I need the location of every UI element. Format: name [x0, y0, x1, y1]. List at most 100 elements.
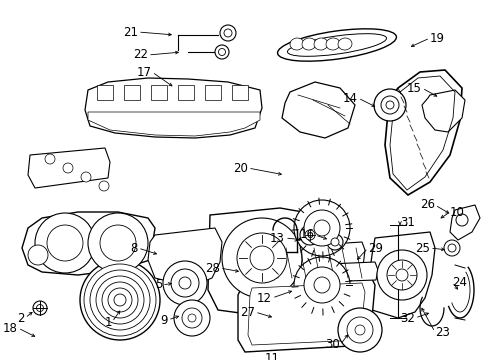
Ellipse shape	[302, 38, 315, 50]
Circle shape	[215, 45, 228, 59]
Circle shape	[182, 308, 202, 328]
Polygon shape	[22, 212, 155, 275]
Circle shape	[174, 300, 209, 336]
Circle shape	[304, 267, 339, 303]
Polygon shape	[207, 208, 327, 315]
Text: 14: 14	[342, 91, 357, 104]
Circle shape	[313, 220, 329, 236]
Circle shape	[33, 301, 47, 315]
Circle shape	[313, 277, 329, 293]
Polygon shape	[367, 232, 434, 318]
Ellipse shape	[337, 38, 351, 50]
Circle shape	[447, 244, 455, 252]
Ellipse shape	[325, 38, 339, 50]
Circle shape	[224, 29, 231, 37]
Circle shape	[330, 238, 338, 246]
Circle shape	[187, 314, 196, 322]
Ellipse shape	[287, 34, 386, 56]
Text: 19: 19	[429, 31, 444, 45]
Circle shape	[293, 257, 349, 313]
Ellipse shape	[313, 38, 327, 50]
Circle shape	[90, 270, 150, 330]
Circle shape	[100, 225, 136, 261]
Circle shape	[220, 25, 236, 41]
Circle shape	[293, 200, 349, 256]
Polygon shape	[282, 82, 354, 138]
Text: 13: 13	[269, 231, 285, 244]
Text: 23: 23	[434, 325, 449, 338]
Circle shape	[179, 277, 191, 289]
Polygon shape	[28, 148, 110, 188]
Polygon shape	[178, 85, 194, 100]
Polygon shape	[449, 205, 479, 240]
Polygon shape	[262, 242, 364, 280]
Circle shape	[45, 154, 55, 164]
Circle shape	[80, 260, 160, 340]
Text: 18: 18	[3, 321, 18, 334]
Circle shape	[222, 218, 302, 298]
Polygon shape	[85, 78, 262, 138]
Text: 32: 32	[399, 311, 414, 324]
Circle shape	[47, 225, 83, 261]
Text: 17: 17	[137, 66, 152, 78]
Polygon shape	[151, 85, 167, 100]
Circle shape	[84, 264, 156, 336]
Text: 27: 27	[240, 306, 254, 319]
Circle shape	[108, 288, 132, 312]
Circle shape	[171, 269, 199, 297]
Text: 25: 25	[414, 242, 429, 255]
Text: 12: 12	[257, 292, 271, 305]
Text: 16: 16	[299, 229, 314, 242]
Circle shape	[354, 325, 364, 335]
Text: 15: 15	[407, 81, 421, 94]
Circle shape	[99, 181, 109, 191]
Circle shape	[35, 213, 95, 273]
Polygon shape	[238, 275, 374, 352]
Text: 8: 8	[130, 242, 138, 255]
Circle shape	[299, 225, 319, 245]
Circle shape	[386, 260, 416, 290]
Circle shape	[218, 49, 225, 55]
Circle shape	[385, 101, 393, 109]
Circle shape	[81, 172, 91, 182]
Text: 2: 2	[18, 311, 25, 324]
Circle shape	[326, 234, 342, 250]
Circle shape	[28, 245, 48, 265]
Polygon shape	[88, 112, 260, 136]
Circle shape	[305, 230, 314, 240]
Circle shape	[380, 96, 398, 114]
Polygon shape	[384, 70, 461, 195]
Ellipse shape	[289, 38, 304, 50]
Polygon shape	[124, 85, 140, 100]
Text: 29: 29	[367, 242, 382, 255]
Circle shape	[237, 233, 286, 283]
Circle shape	[249, 246, 273, 270]
Ellipse shape	[277, 29, 396, 61]
Text: 30: 30	[325, 338, 339, 351]
Text: 11: 11	[264, 351, 280, 360]
Circle shape	[304, 210, 339, 246]
Text: 9: 9	[160, 314, 168, 327]
Text: 20: 20	[233, 162, 247, 175]
Text: 21: 21	[123, 26, 138, 39]
Text: 22: 22	[133, 49, 148, 62]
Text: 10: 10	[449, 206, 464, 219]
Circle shape	[114, 294, 126, 306]
Circle shape	[37, 305, 43, 311]
Circle shape	[455, 214, 467, 226]
Polygon shape	[204, 85, 221, 100]
Text: 5: 5	[154, 279, 162, 292]
Circle shape	[346, 317, 372, 343]
Circle shape	[373, 89, 405, 121]
Circle shape	[163, 261, 206, 305]
Text: 1: 1	[104, 315, 112, 328]
Polygon shape	[247, 283, 364, 345]
Polygon shape	[231, 85, 247, 100]
Circle shape	[376, 250, 426, 300]
Circle shape	[63, 163, 73, 173]
Polygon shape	[229, 262, 377, 285]
Text: 28: 28	[204, 261, 220, 274]
Circle shape	[88, 213, 148, 273]
Polygon shape	[97, 85, 113, 100]
Circle shape	[96, 276, 143, 324]
